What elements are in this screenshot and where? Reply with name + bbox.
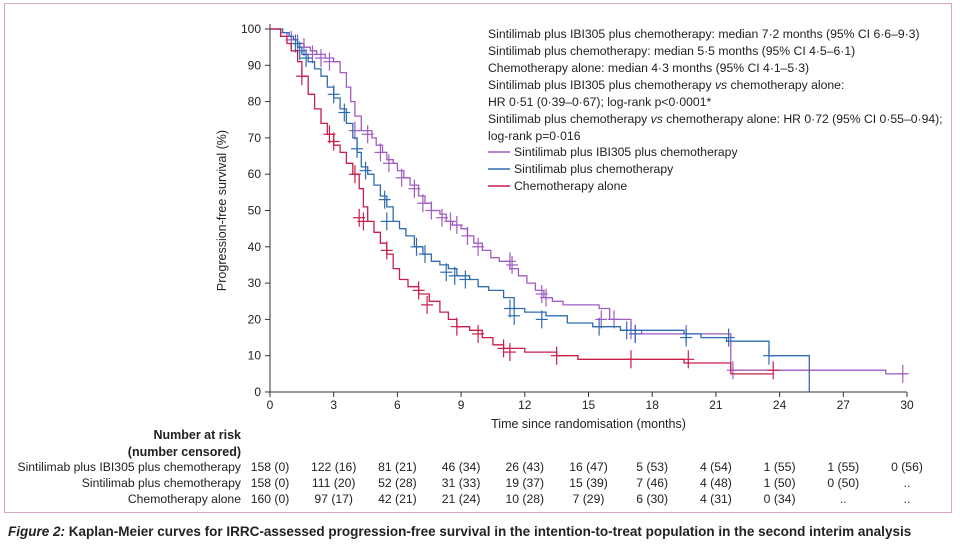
risk-cell: 81 (21): [378, 460, 417, 474]
risk-cell: 15 (39): [569, 476, 608, 490]
annotation-line: Sintilimab plus chemotherapy: median 5·5…: [488, 44, 855, 58]
risk-cell: 4 (31): [700, 492, 732, 506]
y-tick-label: 70: [248, 131, 262, 145]
risk-cell: 0 (50): [827, 476, 859, 490]
caption-label: Figure 2:: [8, 524, 66, 539]
risk-cell: 46 (34): [442, 460, 481, 474]
risk-table: Number at risk(number censored)Sintilima…: [17, 428, 922, 506]
y-tick-label: 20: [248, 312, 262, 326]
annotation-line: Sintilimab plus IBI305 plus chemotherapy…: [488, 27, 920, 41]
km-curve-3: [270, 28, 774, 375]
risk-cell: 4 (54): [700, 460, 732, 474]
y-tick-label: 10: [248, 349, 262, 363]
risk-cell: 158 (0): [251, 476, 290, 490]
annotation-fragment: HR 0·51 (0·39–0·67); log-rank p<0·0001*: [488, 95, 711, 109]
risk-cell: 7 (46): [636, 476, 668, 490]
risk-cell: 158 (0): [251, 460, 290, 474]
legend: Sintilimab plus IBI305 plus chemotherapy…: [488, 145, 738, 193]
y-tick-label: 0: [254, 385, 261, 399]
km-curve-1: [270, 28, 907, 375]
risk-cell: 1 (55): [827, 460, 859, 474]
x-tick-label: 12: [518, 398, 532, 412]
risk-cell: 26 (43): [505, 460, 544, 474]
risk-cell: 0 (34): [764, 492, 796, 506]
annotation-line: Sintilimab plus chemotherapy vs chemothe…: [488, 112, 943, 126]
x-tick-label: 18: [646, 398, 660, 412]
legend-label: Sintilimab plus chemotherapy: [514, 162, 674, 176]
risk-row-label: Sintilimab plus IBI305 plus chemotherapy: [17, 460, 241, 474]
risk-cell: 42 (21): [378, 492, 417, 506]
risk-cell: 4 (48): [700, 476, 732, 490]
annotation-fragment: chemotherapy alone:: [727, 78, 844, 92]
annotation-fragment: Sintilimab plus chemotherapy: [488, 112, 651, 126]
risk-cell: 6 (30): [636, 492, 668, 506]
annotation-fragment: log-rank p=0·016: [488, 129, 581, 143]
km-chart: 0 10 20 30 40 50 60 70 80 90 100 0 3 6 9 12 15 18 21 24 27 30…: [17, 22, 943, 506]
y-tick-label: 90: [248, 58, 262, 72]
annotation-fragment: Chemotherapy alone: median 4·3 months (9…: [488, 61, 809, 75]
y-tick-label: 40: [248, 240, 262, 254]
risk-cell: 16 (47): [569, 460, 608, 474]
x-tick-label: 27: [837, 398, 851, 412]
annotation-fragment: Sintilimab plus IBI305 plus chemotherapy…: [488, 27, 920, 41]
risk-cell: 21 (24): [442, 492, 481, 506]
annotation-fragment: Sintilimab plus chemotherapy: median 5·5…: [488, 44, 855, 58]
x-axis-label: Time since randomisation (months): [491, 417, 686, 431]
caption-text: Kaplan-Meier curves for IRRC-assessed pr…: [68, 524, 912, 539]
risk-row-label: Sintilimab plus chemotherapy: [82, 476, 242, 490]
y-tick-label: 60: [248, 167, 262, 181]
risk-row-label: Chemotherapy alone: [128, 492, 241, 506]
annotation-fragment: chemotherapy alone: HR 0·72 (95% CI 0·55…: [663, 112, 943, 126]
annotation-line: Sintilimab plus IBI305 plus chemotherapy…: [488, 78, 844, 92]
risk-cell: 160 (0): [251, 492, 290, 506]
risk-cell: 19 (37): [505, 476, 544, 490]
annotation-fragment: vs: [715, 78, 727, 92]
x-tick-label: 21: [709, 398, 723, 412]
annotation-line: Chemotherapy alone: median 4·3 months (9…: [488, 61, 809, 75]
x-tick-label: 0: [267, 398, 274, 412]
figure-caption: Figure 2: Kaplan-Meier curves for IRRC-a…: [8, 524, 911, 539]
risk-cell: 1 (55): [764, 460, 796, 474]
y-tick-label: 30: [248, 276, 262, 290]
risk-cell: 97 (17): [314, 492, 353, 506]
y-tick-label: 50: [248, 204, 262, 218]
legend-label: Sintilimab plus IBI305 plus chemotherapy: [514, 145, 738, 159]
risk-cell: 111 (20): [312, 476, 356, 490]
annotation-fragment: vs: [651, 112, 663, 126]
curves: [270, 28, 909, 392]
annotation-fragment: Sintilimab plus IBI305 plus chemotherapy: [488, 78, 715, 92]
x-tick-label: 30: [900, 398, 914, 412]
risk-cell: 31 (33): [442, 476, 481, 490]
risk-cell: 52 (28): [378, 476, 417, 490]
annotations: Sintilimab plus IBI305 plus chemotherapy…: [488, 27, 943, 143]
x-tick-label: 3: [330, 398, 337, 412]
km-curve-2: [270, 28, 810, 392]
x-tick-label: 9: [458, 398, 465, 412]
y-tick-label: 80: [248, 95, 262, 109]
risk-cell: 10 (28): [505, 492, 544, 506]
risk-subheader: (number censored): [128, 445, 241, 459]
risk-cell: ..: [904, 492, 911, 506]
y-axis-label: Progression-free survival (%): [215, 130, 229, 291]
legend-label: Chemotherapy alone: [514, 179, 627, 193]
risk-cell: ..: [904, 476, 911, 490]
axes: 0 10 20 30 40 50 60 70 80 90 100 0 3 6 9 12 15 18 21 24 27 30…: [215, 22, 914, 431]
annotation-line: log-rank p=0·016: [488, 129, 581, 143]
x-tick-label: 6: [394, 398, 401, 412]
x-tick-label: 24: [773, 398, 787, 412]
risk-header: Number at risk: [153, 428, 241, 442]
risk-cell: 122 (16): [311, 460, 356, 474]
risk-cell: 1 (50): [764, 476, 796, 490]
annotation-line: HR 0·51 (0·39–0·67); log-rank p<0·0001*: [488, 95, 711, 109]
risk-cell: 7 (29): [573, 492, 605, 506]
figure-frame: [4, 3, 952, 513]
risk-cell: 5 (53): [636, 460, 668, 474]
risk-cell: 0 (56): [891, 460, 923, 474]
risk-cell: ..: [840, 492, 847, 506]
x-tick-label: 15: [582, 398, 596, 412]
y-tick-label: 100: [241, 22, 261, 36]
